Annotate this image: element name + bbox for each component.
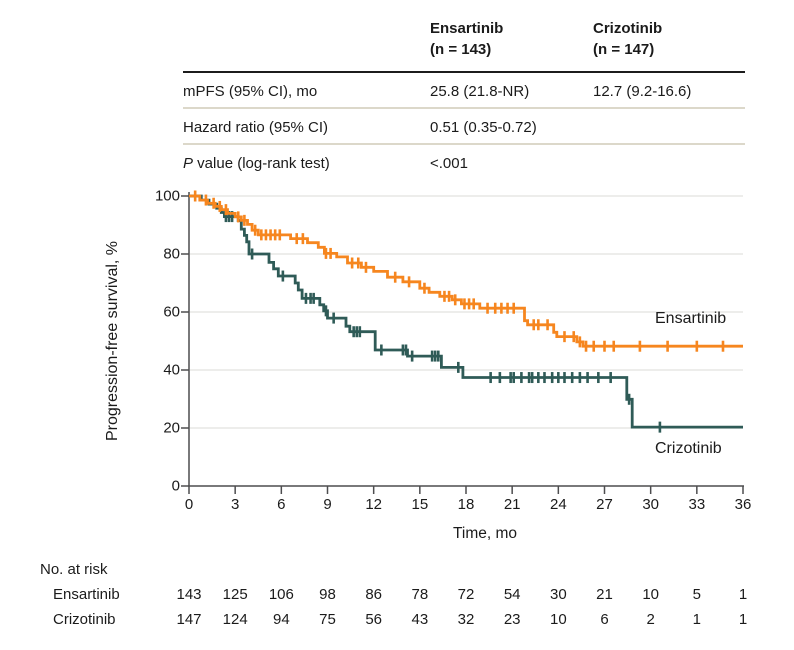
column-header-crizotinib-name: Crizotinib xyxy=(593,20,663,37)
risk-value-crizotinib-m21: 23 xyxy=(503,611,521,628)
risk-value-ensartinib-m21: 54 xyxy=(503,586,521,603)
summary-row-hazard-ratio-label: Hazard ratio (95% CI) xyxy=(183,119,329,136)
risk-value-ensartinib-m9: 98 xyxy=(319,586,336,603)
curve-label-ensartinib: Ensartinib xyxy=(655,310,727,327)
summary-table-header: Ensartinib (n = 143) Crizotinib (n = 147… xyxy=(183,16,745,73)
summary-row-hazard-ratio-value: 0.51 (0.35-0.72) xyxy=(430,119,537,136)
risk-value-crizotinib-m24: 10 xyxy=(549,611,567,628)
y-tick-label-60: 60 xyxy=(163,303,180,321)
summary-row-pvalue-label: P value (log-rank test) xyxy=(183,155,430,173)
curve-label-crizotinib: Crizotinib xyxy=(655,440,722,457)
summary-row-mpfs-ensartinib: 25.8 (21.8-NR) xyxy=(430,83,530,100)
x-tick-label-6: 6 xyxy=(277,496,286,513)
summary-table: Ensartinib (n = 143) Crizotinib (n = 147… xyxy=(183,16,745,179)
column-header-crizotinib: Crizotinib (n = 147) xyxy=(593,18,745,60)
risk-value-crizotinib-m30: 2 xyxy=(646,611,655,628)
risk-value-crizotinib-m9: 75 xyxy=(319,611,336,628)
y-tick-label-80: 80 xyxy=(163,245,180,263)
x-tick-label-3: 3 xyxy=(230,496,240,513)
km-curve-ensartinib xyxy=(189,194,743,348)
x-tick-label-9: 9 xyxy=(323,496,332,513)
y-tick-label-0: 0 xyxy=(171,477,180,495)
risk-value-ensartinib-m30: 10 xyxy=(642,586,659,603)
y-axis-title: Progression-free survival, % xyxy=(104,240,121,442)
summary-row-mpfs-label: mPFS (95% CI), mo xyxy=(183,83,318,100)
risk-value-ensartinib-m12: 86 xyxy=(365,586,382,603)
risk-value-crizotinib-m3: 124 xyxy=(222,611,248,628)
risk-value-ensartinib-m36: 1 xyxy=(738,586,748,603)
summary-row-pvalue: P value (log-rank test) <.001 xyxy=(183,145,745,179)
column-header-ensartinib-n: (n = 143) xyxy=(430,41,492,58)
column-header-ensartinib: Ensartinib (n = 143) xyxy=(430,18,593,60)
column-header-crizotinib-n: (n = 147) xyxy=(593,41,655,58)
x-tick-label-24: 24 xyxy=(549,496,567,513)
y-tick-label-20: 20 xyxy=(163,419,180,437)
risk-value-crizotinib-m27: 6 xyxy=(600,611,609,628)
x-tick-label-30: 30 xyxy=(642,496,659,513)
risk-value-crizotinib-m18: 32 xyxy=(457,611,475,628)
risk-value-ensartinib-m15: 78 xyxy=(411,586,429,603)
risk-value-ensartinib-m0: 143 xyxy=(176,586,202,603)
risk-value-crizotinib-m0: 147 xyxy=(176,611,202,628)
x-tick-label-12: 12 xyxy=(365,496,382,513)
risk-value-ensartinib-m3: 125 xyxy=(222,586,248,603)
pvalue-label-rest: value (log-rank test) xyxy=(193,155,330,172)
risk-value-ensartinib-m24: 30 xyxy=(549,586,567,603)
summary-row-mpfs: mPFS (95% CI), mo 25.8 (21.8-NR) 12.7 (9… xyxy=(183,73,745,109)
risk-value-ensartinib-m18: 72 xyxy=(457,586,475,603)
pvalue-p-italic: P xyxy=(183,155,194,172)
risk-value-crizotinib-m33: 1 xyxy=(692,611,701,628)
x-axis-title: Time, mo xyxy=(452,525,518,542)
risk-row-label-ensartinib: Ensartinib xyxy=(53,586,120,603)
risk-table-title: No. at risk xyxy=(40,561,108,578)
km-curve-crizotinib xyxy=(189,194,743,429)
risk-value-crizotinib-m15: 43 xyxy=(411,611,429,628)
risk-value-crizotinib-m6: 94 xyxy=(272,611,290,628)
summary-row-hazard-ratio: Hazard ratio (95% CI) 0.51 (0.35-0.72) xyxy=(183,109,745,145)
risk-value-crizotinib-m36: 1 xyxy=(738,611,748,628)
risk-row-label-crizotinib: Crizotinib xyxy=(53,611,116,628)
x-tick-label-0: 0 xyxy=(184,496,194,513)
x-tick-label-27: 27 xyxy=(596,496,613,513)
column-header-ensartinib-name: Ensartinib xyxy=(430,20,504,37)
risk-value-ensartinib-m6: 106 xyxy=(268,586,294,603)
risk-value-ensartinib-m27: 21 xyxy=(596,586,613,603)
y-tick-label-100: 100 xyxy=(154,187,180,205)
summary-row-mpfs-crizotinib: 12.7 (9.2-16.6) xyxy=(593,83,692,100)
summary-row-pvalue-value: <.001 xyxy=(430,155,468,172)
y-tick-label-40: 40 xyxy=(163,361,180,379)
x-tick-label-21: 21 xyxy=(503,496,521,513)
risk-value-crizotinib-m12: 56 xyxy=(365,611,382,628)
x-tick-label-36: 36 xyxy=(734,496,752,513)
x-tick-label-15: 15 xyxy=(411,496,429,513)
x-tick-label-33: 33 xyxy=(688,496,706,513)
risk-value-ensartinib-m33: 5 xyxy=(692,586,701,603)
x-tick-label-18: 18 xyxy=(457,496,475,513)
